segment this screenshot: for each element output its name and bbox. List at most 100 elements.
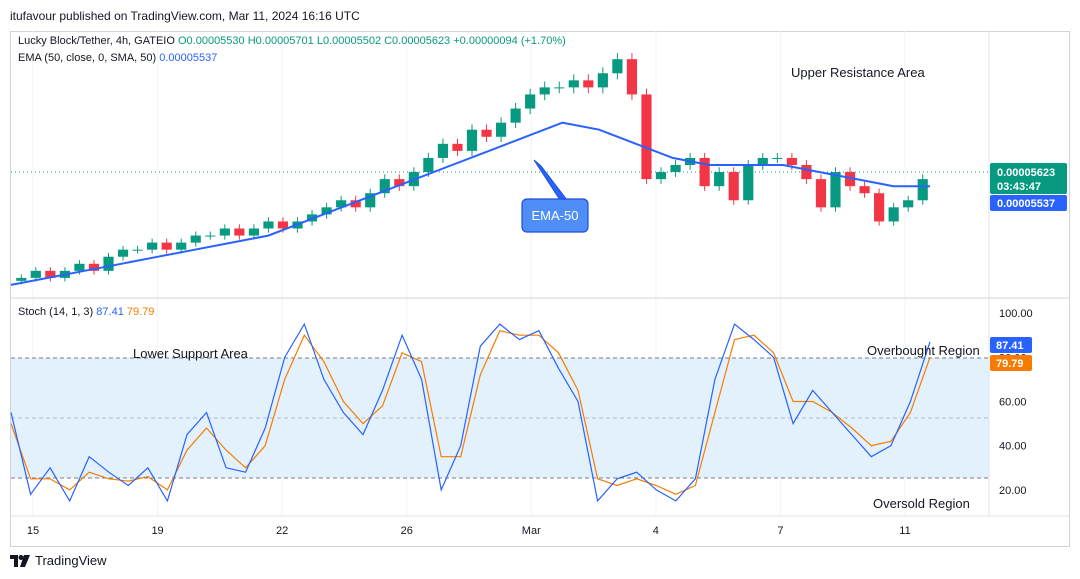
candle-body: [117, 249, 129, 257]
time-tick-label: 7: [777, 525, 783, 537]
candle-body: [103, 256, 114, 271]
published-header: itufavour published on TradingView.com, …: [10, 9, 360, 23]
candle-body: [699, 157, 710, 187]
time-tick-label: 19: [151, 525, 163, 537]
stoch-d-tag-bg: [990, 355, 1032, 371]
symbol-legend[interactable]: Lucky Block/Tether, 4h, GATEIO O0.000055…: [18, 35, 566, 47]
candle-body: [510, 108, 521, 123]
candle-body: [859, 186, 870, 194]
ema-callout-pointer: [533, 159, 569, 201]
candle-body: [714, 172, 725, 187]
candle-body: [772, 157, 783, 159]
candle-body: [874, 193, 885, 222]
last-price-tag-bg: [990, 163, 1067, 194]
candle-body: [844, 172, 856, 187]
tradingview-brand: TradingView: [35, 553, 107, 568]
candle-body: [757, 157, 768, 165]
candle-body: [321, 207, 332, 215]
candle-body: [147, 242, 158, 250]
ema-legend[interactable]: EMA (50, close, 0, SMA, 50) 0.00005537: [18, 52, 217, 64]
candle-body: [176, 242, 187, 250]
candle-body: [74, 263, 85, 271]
time-tick-label: Mar: [522, 525, 541, 537]
candle-body: [539, 87, 550, 95]
ema-callout-text: EMA-50: [532, 208, 579, 223]
bar-countdown: 03:43:47: [997, 181, 1041, 193]
ema-50-line: [10, 121, 930, 286]
tradingview-logo-icon: [10, 554, 30, 567]
stoch-k-tag: 87.41: [990, 337, 1032, 353]
candle-body: [30, 270, 41, 278]
candle-body: [626, 59, 638, 95]
stoch-tick-label: 20.00: [999, 485, 1027, 497]
candle-body: [336, 200, 347, 208]
ema-legend-value: 0.00005537: [159, 52, 218, 64]
candle-body: [481, 129, 492, 137]
ohlc-values: O0.00005530 H0.00005701 L0.00005502 C0.0…: [177, 35, 566, 47]
candle-body: [888, 207, 899, 222]
stoch-legend-d: 79.79: [126, 306, 155, 318]
tradingview-footer[interactable]: TradingView: [10, 553, 107, 568]
candle-body: [903, 200, 914, 208]
candle-body: [670, 165, 681, 173]
lower-support-label: Lower Support Area: [133, 346, 249, 361]
candle-body: [743, 165, 754, 201]
candle-body: [437, 143, 449, 158]
candle-body: [263, 221, 274, 229]
stoch-tick-label: 40.00: [999, 441, 1027, 453]
time-tick-label: 15: [27, 525, 39, 537]
upper-resistance-label: Upper Resistance Area: [791, 65, 925, 80]
candle-body: [132, 249, 143, 251]
candle-body: [190, 235, 201, 243]
time-tick-label: 4: [653, 525, 659, 537]
candle-body: [88, 263, 100, 271]
candle-body: [830, 172, 841, 208]
stoch-d-line: [10, 330, 931, 495]
stoch-band: [11, 358, 989, 478]
stoch-k-tag-bg: [990, 337, 1032, 353]
time-tick-label: 26: [401, 525, 413, 537]
time-tick-label: 22: [276, 525, 288, 537]
candle-body: [45, 270, 56, 278]
candle-body: [423, 157, 434, 173]
candle-body: [728, 172, 739, 201]
candle-body: [205, 235, 216, 237]
stoch-tick-label: 60.00: [999, 396, 1027, 408]
stoch-k-tag-value: 87.41: [996, 340, 1024, 352]
candle-body: [917, 179, 928, 201]
candle-body: [641, 94, 652, 180]
chart-frame: [10, 31, 1070, 547]
candle-body: [466, 129, 478, 151]
time-tick-label: 11: [899, 525, 910, 537]
candle-body: [525, 94, 536, 109]
ema-price-value: 0.00005537: [997, 198, 1055, 210]
candle-body: [365, 193, 376, 208]
candle-body: [394, 179, 405, 187]
candle-body: [655, 172, 667, 180]
candle-body: [568, 80, 579, 88]
candle-body: [583, 80, 594, 88]
stoch-legend[interactable]: Stoch (14, 1, 3) 87.41 79.79: [18, 306, 154, 318]
ema-price-tag-bg: [990, 195, 1067, 211]
candle-body: [234, 228, 245, 236]
stoch-tick-label: 100.00: [999, 308, 1033, 320]
symbol-title: Lucky Block/Tether, 4h, GATEIO: [18, 35, 175, 47]
stoch-d-tag: 79.79: [990, 355, 1032, 371]
candle-body: [161, 242, 172, 250]
candle-body: [495, 122, 507, 137]
ema-price-tag: 0.00005537: [990, 195, 1067, 211]
ema-legend-label: EMA (50, close, 0, SMA, 50): [18, 52, 157, 64]
candle-body: [219, 228, 230, 236]
candle-body: [801, 165, 812, 180]
oversold-label: Oversold Region: [873, 496, 970, 511]
overbought-label: Overbought Region: [867, 343, 980, 358]
candle-body: [248, 228, 259, 236]
stoch-k-line: [10, 322, 931, 503]
ema-callout: EMA-50: [521, 159, 589, 233]
candle-body: [786, 157, 797, 165]
ema-callout-box: [521, 198, 589, 233]
candle-body: [277, 221, 289, 229]
candle-body: [350, 200, 361, 208]
stoch-legend-k: 87.41: [96, 306, 124, 318]
